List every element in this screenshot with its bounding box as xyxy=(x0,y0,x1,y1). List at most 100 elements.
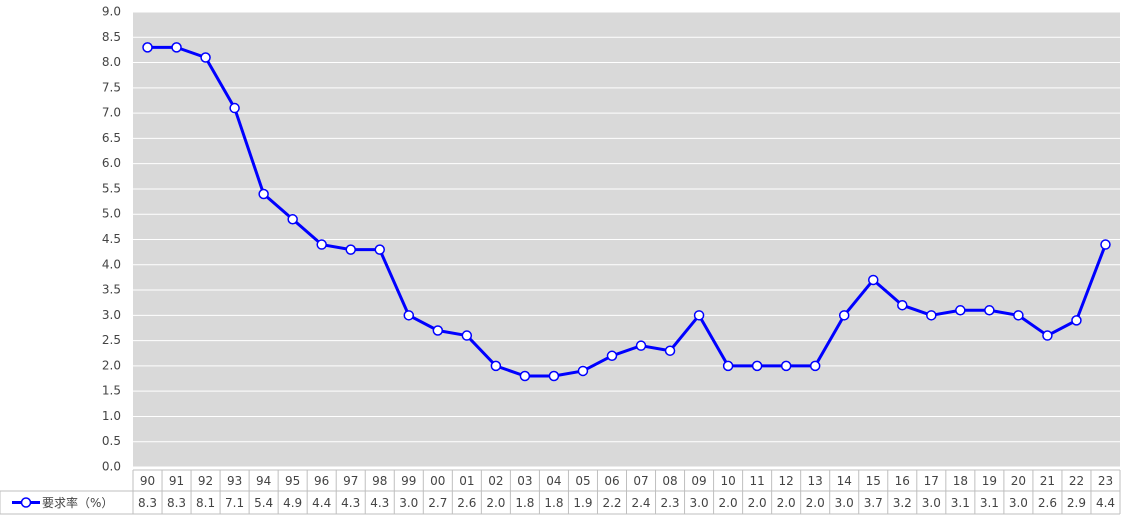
x-tick-label: 03 xyxy=(517,474,532,488)
table-value: 3.0 xyxy=(1009,496,1028,510)
point xyxy=(403,310,415,321)
point xyxy=(229,102,240,114)
table-value: 8.3 xyxy=(138,496,157,510)
table-value: 2.7 xyxy=(428,496,447,510)
y-tick-label: 0.5 xyxy=(102,434,121,448)
table-value: 2.6 xyxy=(1038,496,1057,510)
table-value: 2.0 xyxy=(748,496,767,510)
point xyxy=(868,274,879,286)
x-tick-label: 92 xyxy=(198,474,213,488)
y-tick-label: 4.0 xyxy=(102,257,121,271)
x-tick-label: 23 xyxy=(1098,474,1113,488)
table-value: 4.3 xyxy=(370,496,389,510)
table-value: 5.4 xyxy=(254,496,273,510)
point xyxy=(287,214,298,225)
y-tick-label: 7.5 xyxy=(102,80,121,94)
x-tick-label: 17 xyxy=(924,474,939,488)
table-value: 4.4 xyxy=(312,496,331,510)
table-value: 2.0 xyxy=(806,496,825,510)
y-tick-label: 2.5 xyxy=(102,333,121,347)
point xyxy=(316,239,327,250)
x-tick-label: 94 xyxy=(256,474,271,488)
x-tick-label: 14 xyxy=(837,474,852,488)
point xyxy=(432,325,444,336)
point xyxy=(751,360,763,372)
x-tick-label: 05 xyxy=(575,474,590,488)
y-tick-label: 5.0 xyxy=(102,207,121,221)
table-value: 2.0 xyxy=(486,496,505,510)
y-tick-label: 7.0 xyxy=(102,106,121,120)
x-tick-label: 10 xyxy=(720,474,735,488)
table-value: 8.1 xyxy=(196,496,215,510)
x-tick-label: 91 xyxy=(169,474,184,488)
table-value: 2.9 xyxy=(1067,496,1086,510)
x-tick-label: 11 xyxy=(749,474,764,488)
table-value: 3.0 xyxy=(922,496,941,510)
table-value: 1.8 xyxy=(515,496,534,510)
table-value: 7.1 xyxy=(225,496,244,510)
point xyxy=(897,299,908,311)
table-value: 3.7 xyxy=(864,496,883,510)
table-value: 3.1 xyxy=(980,496,999,510)
table-value: 2.4 xyxy=(631,496,650,510)
x-tick-label: 93 xyxy=(227,474,242,488)
x-tick-label: 13 xyxy=(808,474,823,488)
point xyxy=(722,360,734,372)
y-tick-label: 0.0 xyxy=(102,460,121,474)
point xyxy=(780,360,792,372)
x-tick-label: 01 xyxy=(459,474,474,488)
table-value: 1.8 xyxy=(544,496,563,510)
point xyxy=(1100,239,1111,250)
x-tick-label: 95 xyxy=(285,474,300,488)
point xyxy=(926,310,937,321)
x-tick-label: 21 xyxy=(1040,474,1055,488)
x-tick-label: 22 xyxy=(1069,474,1084,488)
line xyxy=(147,45,1107,378)
point xyxy=(577,365,589,377)
table-value: 3.0 xyxy=(690,496,709,510)
table-value: 2.2 xyxy=(602,496,621,510)
x-tick-label: 00 xyxy=(430,474,445,488)
x-tick-label: 20 xyxy=(1011,474,1026,488)
point xyxy=(635,340,647,351)
y-tick-label: 1.0 xyxy=(102,409,121,423)
table-value: 4.9 xyxy=(283,496,302,510)
point xyxy=(1071,315,1082,326)
y-tick-label: 8.5 xyxy=(102,30,121,44)
point xyxy=(374,244,385,255)
table-value: 1.9 xyxy=(573,496,592,510)
x-tick-label: 15 xyxy=(866,474,881,488)
x-tick-label: 90 xyxy=(140,474,155,488)
table-value: 8.3 xyxy=(167,496,186,510)
x-tick-label: 06 xyxy=(604,474,619,488)
point xyxy=(838,310,850,321)
table-value: 4.4 xyxy=(1096,496,1115,510)
x-tick-label: 99 xyxy=(401,474,416,488)
point xyxy=(258,188,269,200)
x-tick-label: 12 xyxy=(779,474,794,488)
legend-marker xyxy=(20,497,32,508)
table-value: 2.0 xyxy=(777,496,796,510)
y-tick-label: 3.5 xyxy=(102,283,121,297)
table-value: 2.3 xyxy=(660,496,679,510)
table-value: 2.0 xyxy=(719,496,738,510)
x-tick-label: 19 xyxy=(982,474,997,488)
table-value: 2.6 xyxy=(457,496,476,510)
point xyxy=(606,350,618,362)
y-tick-label: 4.5 xyxy=(102,232,121,246)
point xyxy=(200,52,211,63)
point xyxy=(519,370,531,382)
point xyxy=(490,360,502,372)
x-tick-label: 09 xyxy=(691,474,706,488)
point xyxy=(809,360,821,372)
point xyxy=(693,310,705,321)
point xyxy=(1042,330,1053,341)
x-tick-label: 08 xyxy=(662,474,677,488)
point xyxy=(984,305,995,316)
table-value: 3.0 xyxy=(835,496,854,510)
x-tick-label: 07 xyxy=(633,474,648,488)
table-value: 3.0 xyxy=(399,496,418,510)
point xyxy=(955,305,966,316)
y-tick-label: 1.5 xyxy=(102,384,121,398)
x-tick-label: 18 xyxy=(953,474,968,488)
